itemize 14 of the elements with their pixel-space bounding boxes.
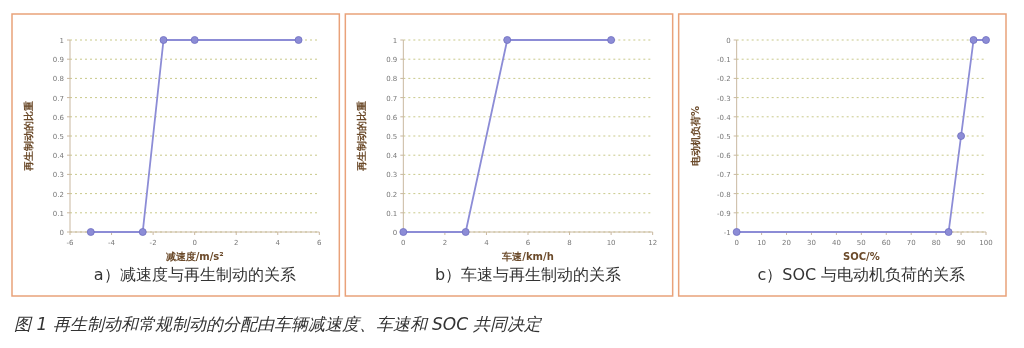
x-axis-title: SOC/% [842,251,880,262]
x-axis-title: 车速/km/h [501,251,554,262]
text: a）减速度与再生制动的关系 [93,265,296,284]
point [982,36,990,44]
y-axis-title: 再生制动的比重 [356,101,368,172]
text: b）车速与再生制动的关系 [434,265,622,284]
caption: 图 1 再生制动和常规制动的分配由车辆减速度、车速和 SOC 共同决定 [14,314,544,334]
point [969,36,978,44]
point [944,228,953,236]
point [957,132,965,140]
y-axis-title: 电动机负荷% [689,105,701,167]
x-axis-title: 减速度/m/s² [165,251,224,262]
text: c）SOC 与电动机负荷的关系 [757,265,966,284]
y-axis-title: 再生制动的比重 [23,101,34,172]
